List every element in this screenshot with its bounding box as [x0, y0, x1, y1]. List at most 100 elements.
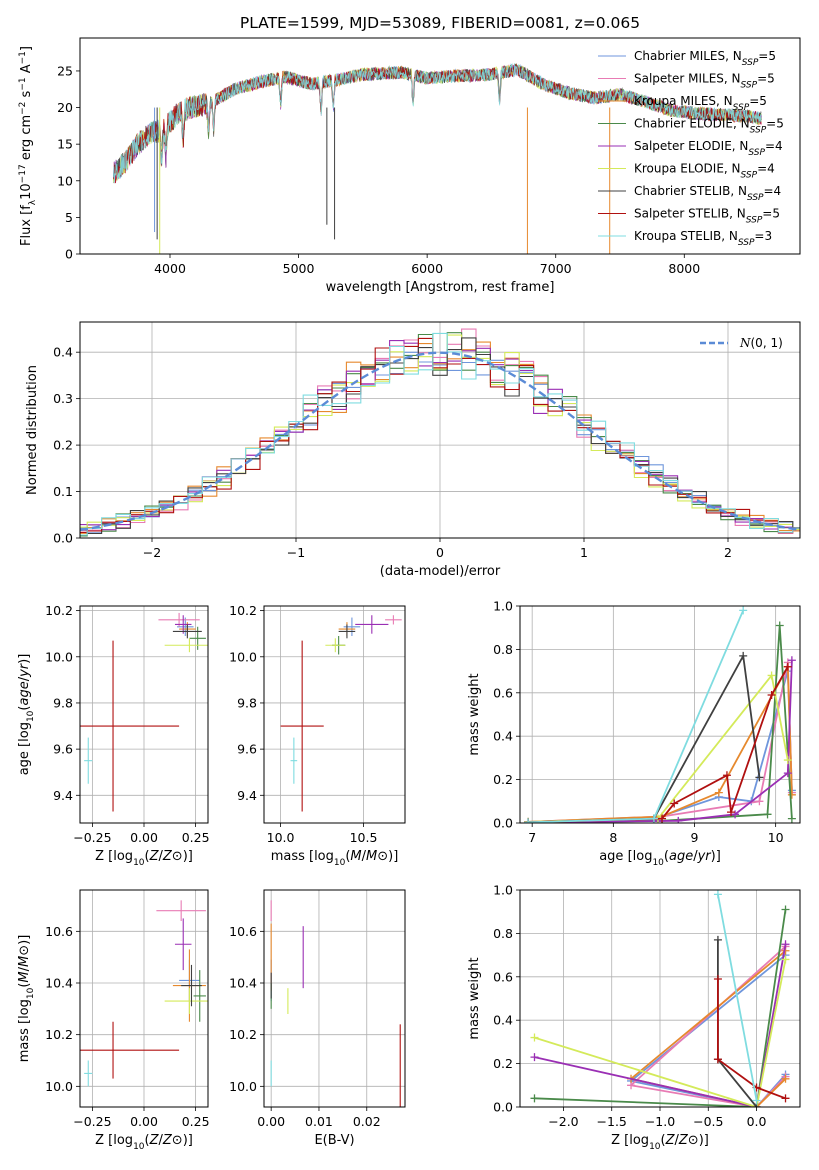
x-tick-label: 8 [609, 830, 617, 845]
panel-spectrum: 4000 5000 6000 7000 8000 0 5 10 15 20 25 wavelength… [18, 37, 801, 295]
figure-title: PLATE=1599, MJD=53089, FIBERID=0081, z=0… [240, 14, 640, 32]
legend-label: Chabrier ELODIE, NSSP=5 [634, 117, 784, 136]
axes-frame [263, 889, 406, 1108]
y-tick-label: 9.6 [237, 742, 257, 757]
y-axis-label: mass weight [467, 673, 482, 755]
y-tick-label: 0.0 [53, 531, 73, 546]
weight-marker [714, 788, 723, 797]
weight-line [534, 909, 787, 1107]
spectrum-line [113, 62, 762, 183]
legend-label: Salpeter ELODIE, NSSP=4 [634, 139, 783, 158]
x-tick-label: 5000 [283, 261, 315, 276]
y-tick-label: 0.0 [493, 1100, 513, 1115]
x-tick-label: 1 [580, 545, 588, 560]
legend-label: Kroupa ELODIE, NSSP=4 [634, 162, 775, 181]
y-tick-label: 0 [65, 247, 73, 262]
plot-area [280, 615, 402, 812]
y-tick-label: 10.2 [229, 1027, 257, 1042]
y-tick-label: 10.2 [45, 1027, 73, 1042]
y-tick-label: 10.0 [45, 1079, 73, 1094]
weight-marker [727, 808, 736, 817]
y-tick-label: 0.4 [493, 729, 513, 744]
x-tick-label: 0.00 [257, 1114, 285, 1129]
x-tick-label: 8000 [668, 261, 700, 276]
x-tick-label: 4000 [154, 261, 186, 276]
weight-marker [670, 799, 679, 808]
y-tick-label: 10.2 [229, 603, 257, 618]
y-tick-label: 5 [65, 210, 73, 225]
y-tick-label: 0.6 [493, 685, 513, 700]
x-tick-label: 0 [436, 545, 444, 560]
residual-histogram [80, 334, 800, 530]
y-tick-label: 15 [57, 137, 73, 152]
x-tick-label: −1.0 [645, 1114, 675, 1129]
weight-marker [739, 606, 748, 615]
y-tick-label: 9.8 [53, 695, 73, 710]
y-tick-label: 0.2 [493, 772, 513, 787]
weight-marker [713, 935, 722, 944]
plot-area [80, 328, 800, 537]
weight-marker [731, 810, 740, 819]
axes-frame [519, 889, 801, 1108]
y-tick-label: 0.4 [493, 1013, 513, 1028]
x-tick-label: 0.02 [353, 1114, 381, 1129]
x-axis-label: Z [log10(Z/Z⊙)] [611, 1133, 709, 1152]
panel-mass_vs_Z: −0.25 0.00 0.25 10.0 10.2 10.4 10.6 Z [log10(Z/… [17, 889, 210, 1152]
panel-weight_vs_Z: −2.0 −1.5 −1.0 −0.5 0.0 0.0 0.2 0.4 0.6 0.8 1.0 Z [… [467, 883, 801, 1152]
x-tick-label: 6000 [411, 261, 443, 276]
x-tick-label: 7000 [540, 261, 572, 276]
y-axis-label: mass weight [467, 957, 482, 1039]
y-tick-label: 0.0 [493, 816, 513, 831]
axes-frame [263, 605, 406, 824]
y-tick-label: 10.6 [229, 924, 257, 939]
gridlines [264, 890, 405, 1107]
x-tick-label: −1.5 [597, 1114, 627, 1129]
weight-line [528, 670, 793, 823]
y-tick-label: 10.2 [45, 603, 73, 618]
y-tick-label: 10.4 [229, 976, 257, 991]
weight-marker [713, 974, 722, 983]
y-tick-label: 0.1 [53, 484, 73, 499]
x-tick-label: 7 [528, 830, 536, 845]
weight-marker [739, 651, 748, 660]
x-tick-label: −2.0 [548, 1114, 578, 1129]
x-tick-label: 0.00 [130, 830, 158, 845]
x-tick-label: 0.00 [130, 1114, 158, 1129]
y-tick-label: 0.8 [493, 926, 513, 941]
plot-area [80, 900, 208, 1087]
x-tick-label: −0.25 [73, 1114, 111, 1129]
x-tick-label: 2 [724, 545, 732, 560]
weight-line [717, 979, 786, 1100]
axes-frame [79, 605, 209, 824]
axes-frame [79, 37, 801, 255]
x-tick-label: 0.01 [305, 1114, 333, 1129]
x-tick-label: 9 [691, 830, 699, 845]
panel-weight_vs_age: 7 8 9 10 0.0 0.2 0.4 0.6 0.8 1.0 age [log10(age/yr… [467, 599, 801, 868]
x-axis-label: (data-model)/error [380, 564, 501, 579]
x-tick-label: 10.0 [267, 830, 295, 845]
gridlines [80, 606, 208, 823]
weight-marker [783, 769, 792, 778]
weight-marker [781, 955, 790, 964]
y-tick-label: 0.2 [53, 438, 73, 453]
plot-area [530, 890, 790, 1107]
residual-histogram [80, 341, 800, 534]
weight-marker [755, 797, 764, 806]
legend-label: Chabrier MILES, NSSP=5 [634, 49, 776, 68]
y-tick-label: 9.6 [53, 742, 73, 757]
x-tick-label: −0.5 [693, 1114, 723, 1129]
weight-marker [713, 1055, 722, 1064]
y-axis-label: age [log10(age/yr)] [17, 654, 36, 776]
y-tick-label: 9.8 [237, 695, 257, 710]
x-axis-label: Z [log10(Z/Z⊙)] [95, 1133, 193, 1152]
y-tick-label: 0.3 [53, 391, 73, 406]
legend-label: Kroupa MILES, NSSP=5 [634, 94, 767, 113]
residual-histogram [80, 337, 800, 534]
weight-marker [674, 816, 683, 823]
weight-marker [713, 890, 722, 899]
x-tick-label: 0.25 [182, 1114, 210, 1129]
weight-marker [781, 905, 790, 914]
y-tick-label: 9.4 [53, 788, 73, 803]
weight-marker [722, 771, 731, 780]
